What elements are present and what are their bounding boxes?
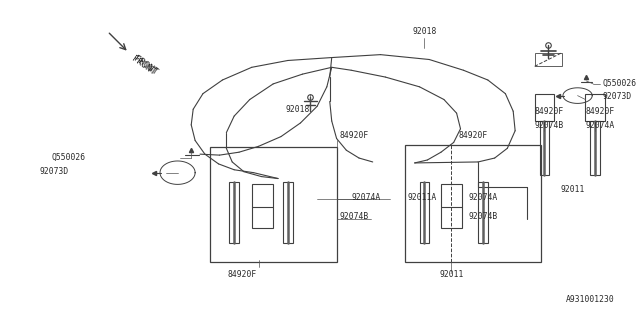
Bar [252, 184, 273, 228]
Bar [441, 184, 463, 228]
Bar [210, 147, 337, 262]
Bar [478, 182, 488, 243]
Text: 92074A: 92074A [468, 193, 497, 202]
Text: 92074B: 92074B [340, 212, 369, 221]
Bar [420, 182, 429, 243]
Bar [586, 94, 605, 121]
Text: 92011: 92011 [439, 270, 463, 279]
Text: FRONT: FRONT [132, 55, 159, 77]
Text: FRONT: FRONT [130, 55, 157, 77]
Bar [229, 182, 239, 243]
Text: 92018: 92018 [412, 27, 436, 36]
Text: 92011A: 92011A [408, 193, 437, 202]
Bar [590, 121, 600, 175]
Text: 92074B: 92074B [534, 121, 564, 130]
Text: Q550026: Q550026 [603, 79, 637, 88]
Text: Q550026: Q550026 [52, 153, 86, 162]
Text: 92073D: 92073D [39, 167, 68, 176]
Text: 84920F: 84920F [586, 107, 614, 116]
Text: 84920F: 84920F [458, 132, 488, 140]
Text: 92074A: 92074A [586, 121, 614, 130]
Bar [540, 121, 549, 175]
Text: A931001230: A931001230 [566, 295, 614, 304]
Text: 92073D: 92073D [603, 92, 632, 101]
Text: 92011: 92011 [561, 185, 586, 194]
Text: 84920F: 84920F [227, 270, 257, 279]
Bar [405, 145, 541, 262]
Text: 92074A: 92074A [351, 193, 381, 202]
Bar [283, 182, 292, 243]
Text: 84920F: 84920F [534, 107, 564, 116]
Bar [534, 53, 562, 66]
Text: 92074B: 92074B [468, 212, 497, 221]
Bar [534, 94, 554, 121]
Text: 92018: 92018 [285, 105, 310, 114]
Text: 84920F: 84920F [340, 132, 369, 140]
